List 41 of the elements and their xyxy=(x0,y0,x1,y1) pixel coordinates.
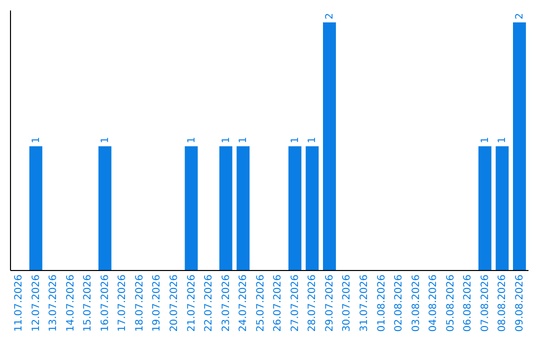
x-tick-label: 29.07.2026 xyxy=(324,274,336,332)
x-tick-label: 06.08.2026 xyxy=(462,274,474,332)
x-tick-label: 01.08.2026 xyxy=(376,274,388,332)
x-tick-label: 21.07.2026 xyxy=(186,274,198,332)
x-tick-label: 22.07.2026 xyxy=(204,274,215,332)
x-tick-label: 23.07.2026 xyxy=(220,274,232,332)
data-label: 1 xyxy=(100,136,111,144)
x-tick-label: 14.07.2026 xyxy=(65,274,76,332)
x-tick-label: 08.08.2026 xyxy=(497,274,508,332)
data-label: 1 xyxy=(30,136,42,144)
data-label: 1 xyxy=(307,136,318,144)
data-label: 1 xyxy=(497,136,508,144)
x-tick-label: 25.07.2026 xyxy=(255,274,266,332)
x-tick-label: 15.07.2026 xyxy=(82,274,94,332)
x-tick-label: 03.08.2026 xyxy=(410,274,422,332)
x-tick-label: 18.07.2026 xyxy=(134,274,146,332)
x-tick-label: 30.07.2026 xyxy=(342,274,353,332)
x-tick-label: 20.07.2026 xyxy=(169,274,180,332)
x-tick-label: 24.07.2026 xyxy=(238,274,250,332)
x-tick-label: 27.07.2026 xyxy=(290,274,301,332)
x-tick-label: 05.08.2026 xyxy=(445,274,456,332)
x-tick-label: 07.08.2026 xyxy=(480,274,491,332)
x-tick-label: 17.07.2026 xyxy=(117,274,128,332)
x-tick-label: 16.07.2026 xyxy=(100,274,111,332)
x-tick-label: 19.07.2026 xyxy=(152,274,163,332)
data-label: 1 xyxy=(220,136,232,144)
x-tick-label: 31.07.2026 xyxy=(359,274,370,332)
data-label: 1 xyxy=(186,136,198,144)
data-label: 2 xyxy=(324,13,336,20)
x-tick-label: 28.07.2026 xyxy=(307,274,318,332)
x-tick-label: 11.07.2026 xyxy=(14,274,25,332)
x-tick-label: 02.08.2026 xyxy=(394,274,405,332)
x-tick-label: 12.07.2026 xyxy=(30,274,42,332)
data-label: 1 xyxy=(290,136,301,144)
data-label: 1 xyxy=(238,136,250,144)
x-tick-label: 04.08.2026 xyxy=(428,274,440,332)
x-tick-label: 09.08.2026 xyxy=(514,274,526,332)
x-tick-label: 26.07.2026 xyxy=(272,274,284,332)
x-tick-label: 13.07.2026 xyxy=(48,274,60,332)
data-label: 2 xyxy=(514,13,526,20)
data-label: 1 xyxy=(480,136,491,144)
